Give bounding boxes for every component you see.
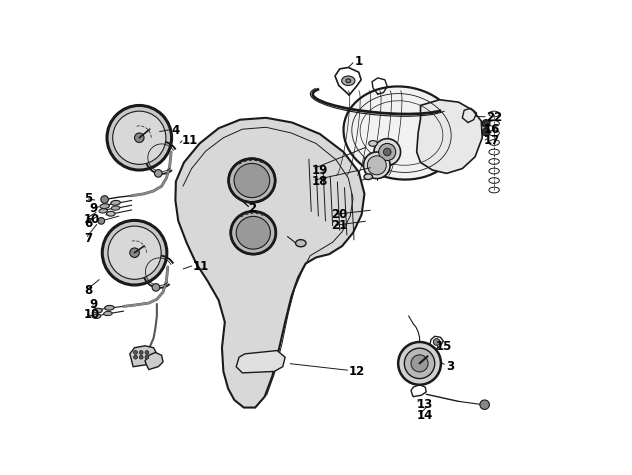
Circle shape bbox=[374, 139, 401, 165]
Ellipse shape bbox=[368, 141, 377, 146]
Ellipse shape bbox=[105, 305, 114, 310]
Circle shape bbox=[154, 170, 162, 177]
Circle shape bbox=[101, 196, 109, 203]
Ellipse shape bbox=[93, 308, 102, 313]
Circle shape bbox=[133, 355, 137, 359]
Text: 7: 7 bbox=[84, 232, 92, 245]
Text: 1: 1 bbox=[355, 55, 363, 68]
Circle shape bbox=[367, 156, 386, 175]
Text: 9: 9 bbox=[89, 297, 97, 311]
Ellipse shape bbox=[229, 159, 275, 202]
Text: 12: 12 bbox=[348, 365, 365, 378]
Polygon shape bbox=[236, 351, 285, 373]
Ellipse shape bbox=[236, 216, 270, 249]
Ellipse shape bbox=[104, 311, 112, 316]
Text: 10: 10 bbox=[83, 213, 99, 226]
Circle shape bbox=[145, 351, 149, 354]
Text: 8: 8 bbox=[84, 284, 92, 297]
Text: 3: 3 bbox=[446, 360, 454, 373]
Text: 18: 18 bbox=[311, 175, 327, 188]
Text: 11: 11 bbox=[193, 259, 209, 273]
Ellipse shape bbox=[111, 206, 120, 210]
Circle shape bbox=[482, 128, 490, 136]
Text: 15: 15 bbox=[435, 340, 452, 353]
Circle shape bbox=[398, 342, 441, 385]
Polygon shape bbox=[176, 118, 365, 408]
Text: 20: 20 bbox=[331, 208, 348, 221]
Ellipse shape bbox=[111, 200, 120, 205]
Ellipse shape bbox=[296, 240, 306, 247]
Circle shape bbox=[379, 143, 396, 161]
Circle shape bbox=[130, 248, 139, 257]
Circle shape bbox=[434, 339, 440, 345]
Text: 19: 19 bbox=[311, 163, 327, 177]
Ellipse shape bbox=[344, 86, 459, 180]
Circle shape bbox=[102, 220, 167, 285]
Text: 4: 4 bbox=[171, 124, 179, 137]
Circle shape bbox=[107, 105, 172, 170]
Ellipse shape bbox=[100, 204, 109, 209]
Text: 21: 21 bbox=[331, 219, 348, 232]
Ellipse shape bbox=[231, 211, 276, 254]
Circle shape bbox=[363, 152, 390, 179]
Text: 16: 16 bbox=[483, 123, 499, 136]
Text: 22: 22 bbox=[486, 111, 502, 124]
Circle shape bbox=[480, 400, 489, 409]
Ellipse shape bbox=[342, 76, 355, 86]
Text: 9: 9 bbox=[89, 202, 97, 216]
Ellipse shape bbox=[364, 174, 372, 180]
Circle shape bbox=[145, 355, 149, 359]
Polygon shape bbox=[416, 100, 482, 173]
Circle shape bbox=[112, 111, 166, 164]
Polygon shape bbox=[145, 352, 163, 370]
Polygon shape bbox=[130, 346, 157, 367]
Circle shape bbox=[139, 355, 143, 359]
Ellipse shape bbox=[92, 314, 101, 319]
Text: 17: 17 bbox=[483, 133, 499, 147]
Circle shape bbox=[404, 348, 435, 379]
Circle shape bbox=[139, 351, 143, 354]
Circle shape bbox=[152, 284, 160, 291]
Text: 11: 11 bbox=[182, 133, 198, 147]
Circle shape bbox=[384, 148, 391, 156]
Ellipse shape bbox=[99, 209, 107, 213]
Circle shape bbox=[98, 218, 105, 224]
Text: 6: 6 bbox=[84, 217, 92, 230]
Text: 14: 14 bbox=[416, 409, 433, 422]
Text: 5: 5 bbox=[84, 192, 92, 205]
Ellipse shape bbox=[346, 79, 351, 83]
Circle shape bbox=[411, 355, 428, 372]
Circle shape bbox=[482, 120, 490, 127]
Circle shape bbox=[135, 133, 144, 142]
Ellipse shape bbox=[234, 163, 270, 198]
Text: 2: 2 bbox=[248, 201, 257, 215]
Circle shape bbox=[133, 351, 137, 354]
Text: 13: 13 bbox=[416, 398, 433, 411]
Circle shape bbox=[108, 226, 161, 279]
Ellipse shape bbox=[107, 211, 115, 216]
Text: 10: 10 bbox=[83, 308, 99, 321]
